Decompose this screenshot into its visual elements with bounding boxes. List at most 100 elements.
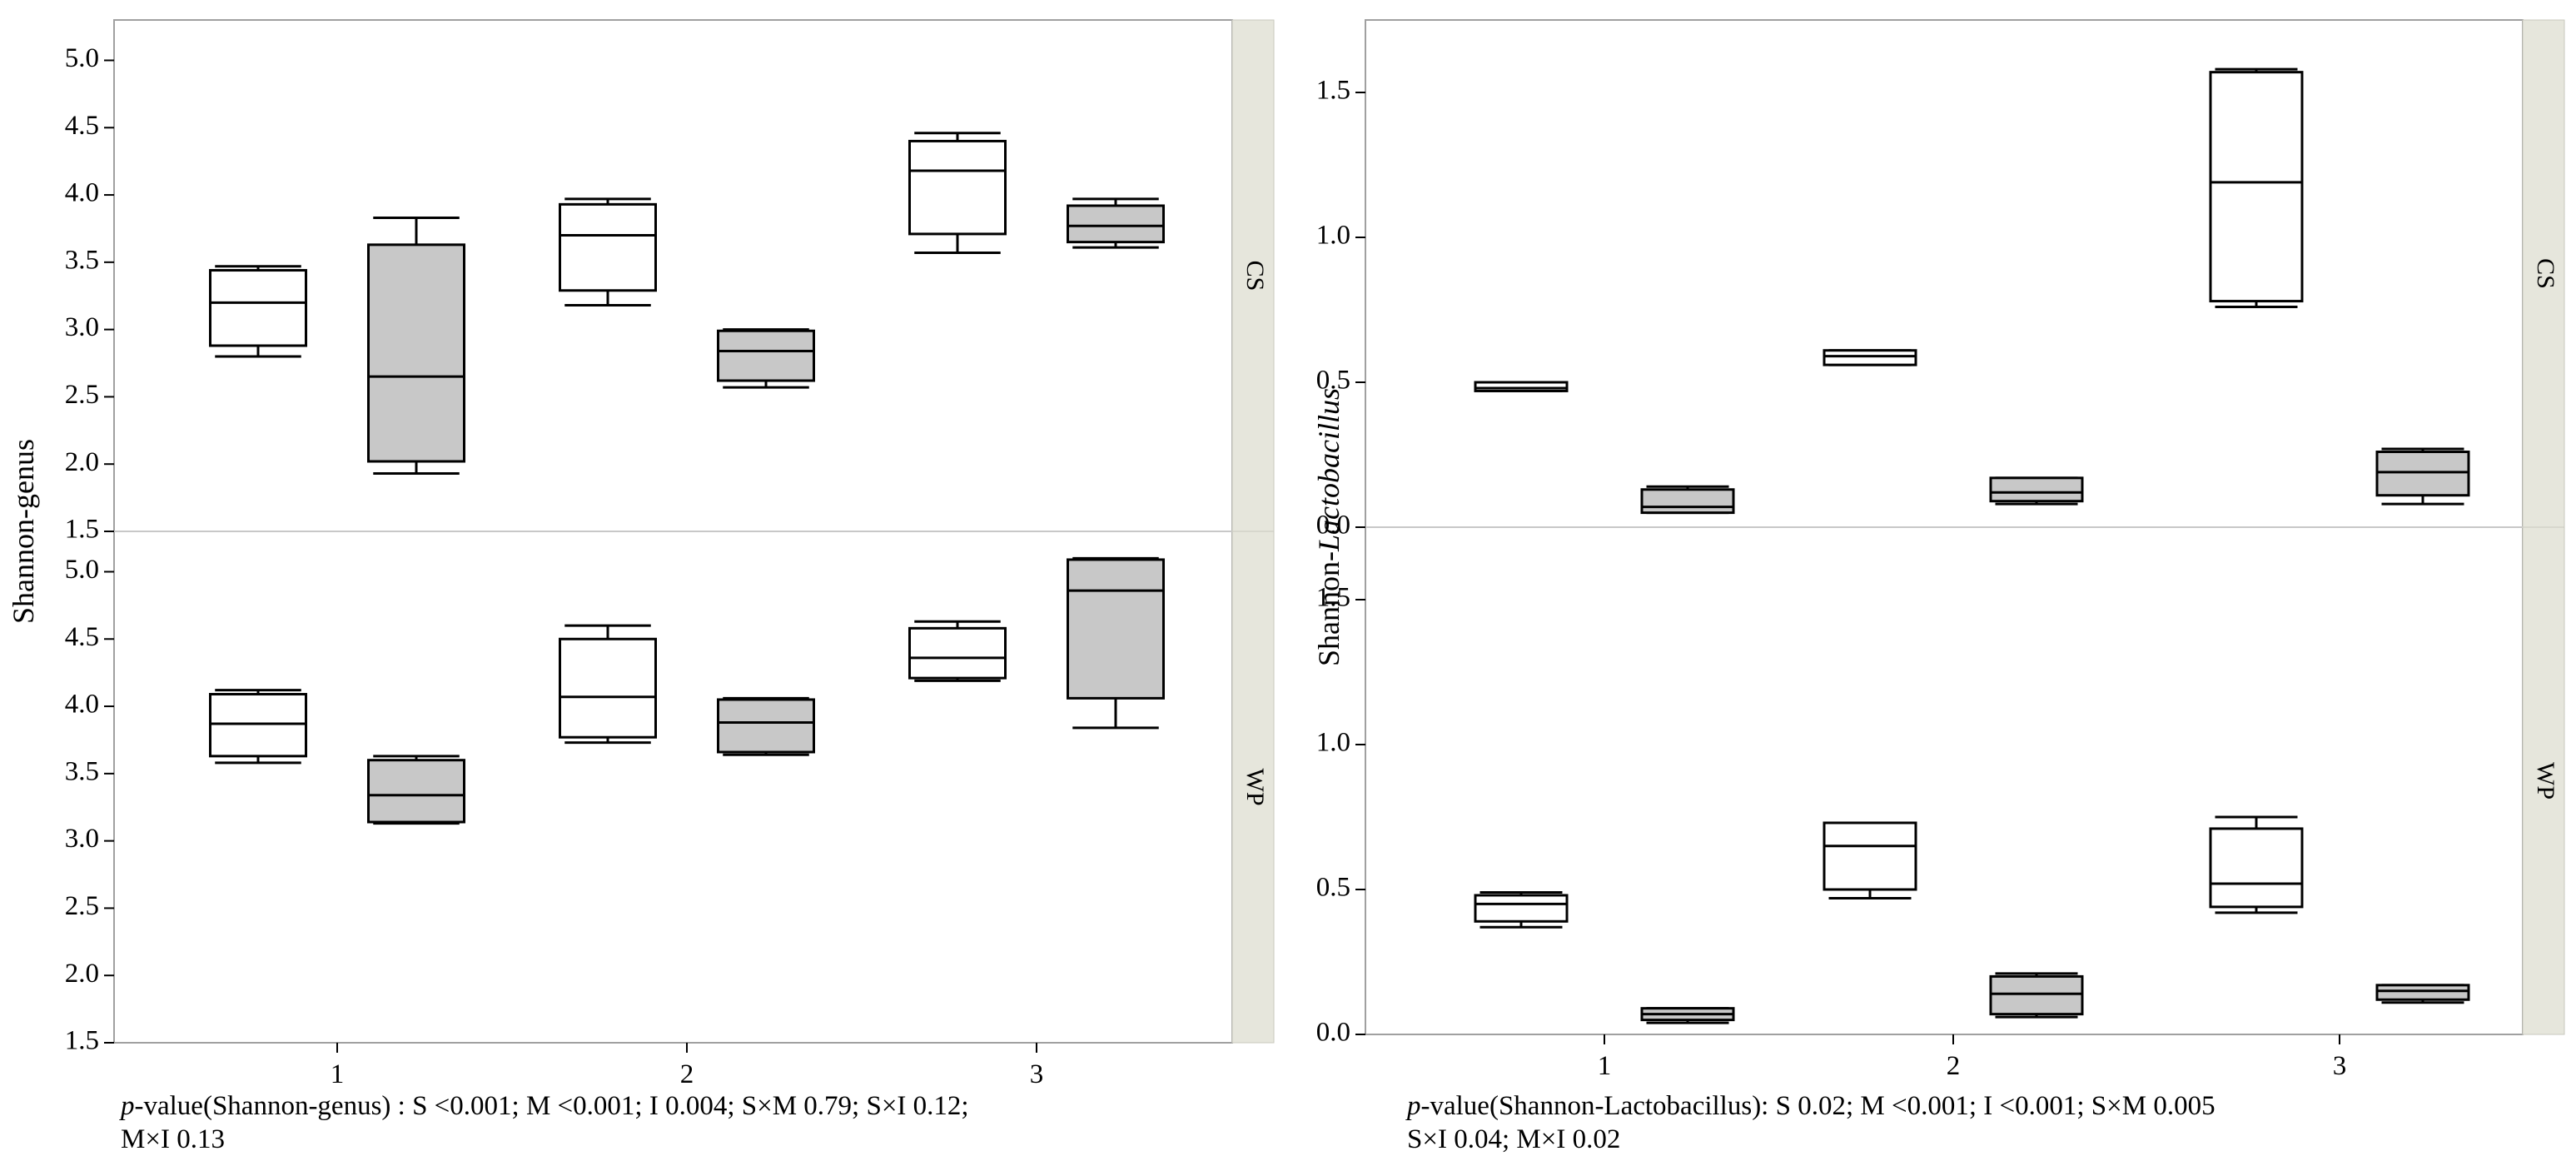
y-tick-label: 0.5: [1316, 873, 1350, 903]
facet-strip: [2522, 19, 2565, 528]
box-series_1-cat-3: [908, 620, 1007, 682]
iqr-box: [717, 698, 815, 754]
box-series_2-cat-1: [1640, 1007, 1735, 1024]
y-tick-label: 1.5: [65, 1026, 99, 1056]
box-series_1-cat-2: [1823, 349, 1917, 366]
iqr-box: [2375, 451, 2470, 497]
box-series_2-cat-3: [2375, 447, 2470, 506]
box-series_2-cat-1: [1640, 485, 1735, 515]
iqr-box: [908, 139, 1007, 236]
box-series_2-cat-1: [367, 217, 465, 476]
y-tick-label: 0.5: [1316, 366, 1350, 396]
x-tick-label: 3: [1030, 1059, 1044, 1089]
iqr-box: [367, 243, 465, 463]
y-tick-label: 4.0: [65, 178, 99, 208]
box-series_2-cat-1: [367, 755, 465, 825]
iqr-box: [1474, 381, 1569, 392]
facet-strip-label: WP: [2532, 762, 2559, 800]
box-series_1-cat-1: [1474, 381, 1569, 392]
iqr-box: [209, 269, 307, 347]
iqr-box: [2209, 71, 2304, 303]
y-tick-label: 5.0: [65, 43, 99, 73]
iqr-box: [2375, 984, 2470, 1001]
y-axis-label: Shannon-genus: [7, 439, 40, 624]
y-axis-label-prefix: Shannon-: [1312, 551, 1345, 666]
y-tick-label: 2.5: [65, 380, 99, 410]
box-series_1-cat-2: [1823, 821, 1917, 899]
iqr-box: [1823, 821, 1917, 891]
x-tick-label: 1: [1598, 1051, 1612, 1081]
footnote-text-line2: S×I 0.04; M×I 0.02: [1407, 1124, 1621, 1154]
iqr-box: [367, 759, 465, 824]
footnote-p-italic: p: [1407, 1091, 1421, 1121]
box-series_2-cat-2: [1989, 476, 2084, 506]
iqr-box: [1474, 894, 1569, 923]
box-series_1-cat-3: [908, 132, 1007, 255]
shannon-genus-chart: CS 1.5 2.0 2.5 3.0 3.5 4.0 4.5 5.0 WP 1.5 2.0 2.5 3.0…: [7, 19, 1275, 1089]
facet-strip: [2522, 526, 2565, 1035]
facet-strip-label: CS: [2532, 258, 2559, 289]
x-tick-label: 3: [2333, 1051, 2347, 1081]
box-series_1-cat-1: [209, 689, 307, 765]
box-series_1-cat-1: [209, 265, 307, 358]
box-series_2-cat-2: [717, 328, 815, 389]
y-tick-label: 2.0: [65, 447, 99, 477]
box-series_2-cat-3: [2375, 984, 2470, 1004]
y-tick-label: 3.0: [65, 312, 99, 342]
box-series_2-cat-3: [1067, 556, 1165, 730]
box-series_1-cat-2: [559, 624, 657, 745]
y-tick-label: 1.0: [1316, 728, 1350, 758]
shannon-lactobacillus-chart: CS 0.0 0.5 1.0 1.5 WP 0.0 0.5 1.0 1.5 1 2 3 Shannon-L…: [1312, 19, 2565, 1081]
x-tick-label: 1: [331, 1059, 345, 1089]
y-tick-label: 3.5: [65, 245, 99, 275]
iqr-box: [717, 329, 815, 382]
y-axis-label-prefix: Shannon-: [7, 509, 40, 624]
facet-strip-label: CS: [1241, 261, 1269, 292]
y-tick-label: 1.5: [1316, 76, 1350, 106]
y-tick-label: 5.0: [65, 555, 99, 585]
y-tick-label: 0.0: [1316, 1018, 1350, 1048]
y-tick-label: 4.5: [65, 622, 99, 652]
footnote-text-line1: -value(Shannon-genus) : S <0.001; M <0.0…: [134, 1091, 969, 1121]
iqr-box: [1067, 204, 1165, 244]
y-axis-label-term: genus: [7, 439, 40, 509]
box-series_2-cat-2: [1989, 972, 2084, 1019]
box-series_2-cat-3: [1067, 197, 1165, 249]
facet-strip-label: WP: [1241, 769, 1269, 806]
y-tick-label: 1.5: [1316, 583, 1350, 613]
x-tick-label: 2: [680, 1059, 694, 1089]
box-series_1-cat-3: [2209, 67, 2304, 309]
y-tick-label: 1.5: [65, 515, 99, 545]
pvalue-footnote-genus: p-value(Shannon-genus) : S <0.001; M <0.…: [121, 1089, 969, 1156]
footnote-text-line2: M×I 0.13: [121, 1124, 225, 1154]
iqr-box: [559, 202, 657, 292]
box-series_1-cat-2: [559, 197, 657, 307]
box-series_1-cat-1: [1474, 890, 1569, 929]
y-tick-label: 2.0: [65, 959, 99, 989]
footnote-text-line1: -value(Shannon-Lactobacillus): S 0.02; M…: [1420, 1091, 2215, 1121]
box-series_2-cat-2: [717, 696, 815, 756]
iqr-box: [1989, 974, 2084, 1016]
x-tick-label: 2: [1947, 1051, 1961, 1081]
box-series_1-cat-3: [2209, 815, 2304, 914]
y-tick-label: 4.0: [65, 690, 99, 720]
pvalue-footnote-lactobacillus: p-value(Shannon-Lactobacillus): S 0.02; …: [1407, 1089, 2215, 1156]
iqr-box: [2209, 827, 2304, 909]
y-tick-label: 1.0: [1316, 221, 1350, 251]
y-tick-label: 0.0: [1316, 511, 1350, 541]
iqr-box: [1640, 488, 1735, 515]
y-tick-label: 3.0: [65, 824, 99, 854]
y-axis-label: Shannon-Lactobacillus: [1312, 388, 1345, 666]
iqr-box: [1067, 558, 1165, 700]
y-tick-label: 2.5: [65, 891, 99, 921]
y-axis-label-term: Lactobacillus: [1312, 388, 1345, 552]
iqr-box: [559, 637, 657, 739]
facet-strip: [1231, 19, 1275, 532]
iqr-box: [209, 693, 307, 758]
y-tick-label: 3.5: [65, 756, 99, 786]
iqr-box: [908, 626, 1007, 680]
facet-strip: [1231, 531, 1275, 1044]
iqr-box: [1823, 349, 1917, 366]
iqr-box: [1989, 476, 2084, 503]
